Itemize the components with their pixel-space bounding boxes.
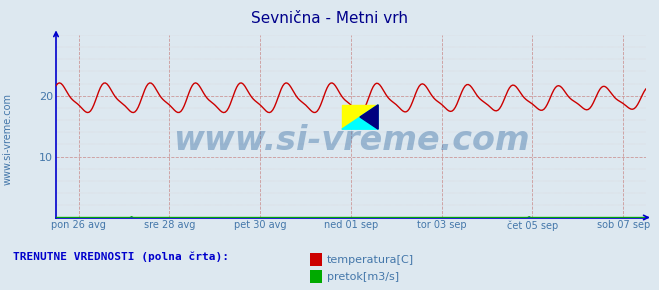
- Polygon shape: [360, 105, 378, 129]
- Text: Sevnična - Metni vrh: Sevnična - Metni vrh: [251, 11, 408, 26]
- Polygon shape: [342, 105, 378, 129]
- Text: pretok[m3/s]: pretok[m3/s]: [327, 272, 399, 282]
- Text: www.si-vreme.com: www.si-vreme.com: [3, 93, 13, 185]
- Text: www.si-vreme.com: www.si-vreme.com: [173, 124, 529, 157]
- Text: temperatura[C]: temperatura[C]: [327, 255, 414, 264]
- Polygon shape: [342, 105, 378, 129]
- Text: TRENUTNE VREDNOSTI (polna črta):: TRENUTNE VREDNOSTI (polna črta):: [13, 251, 229, 262]
